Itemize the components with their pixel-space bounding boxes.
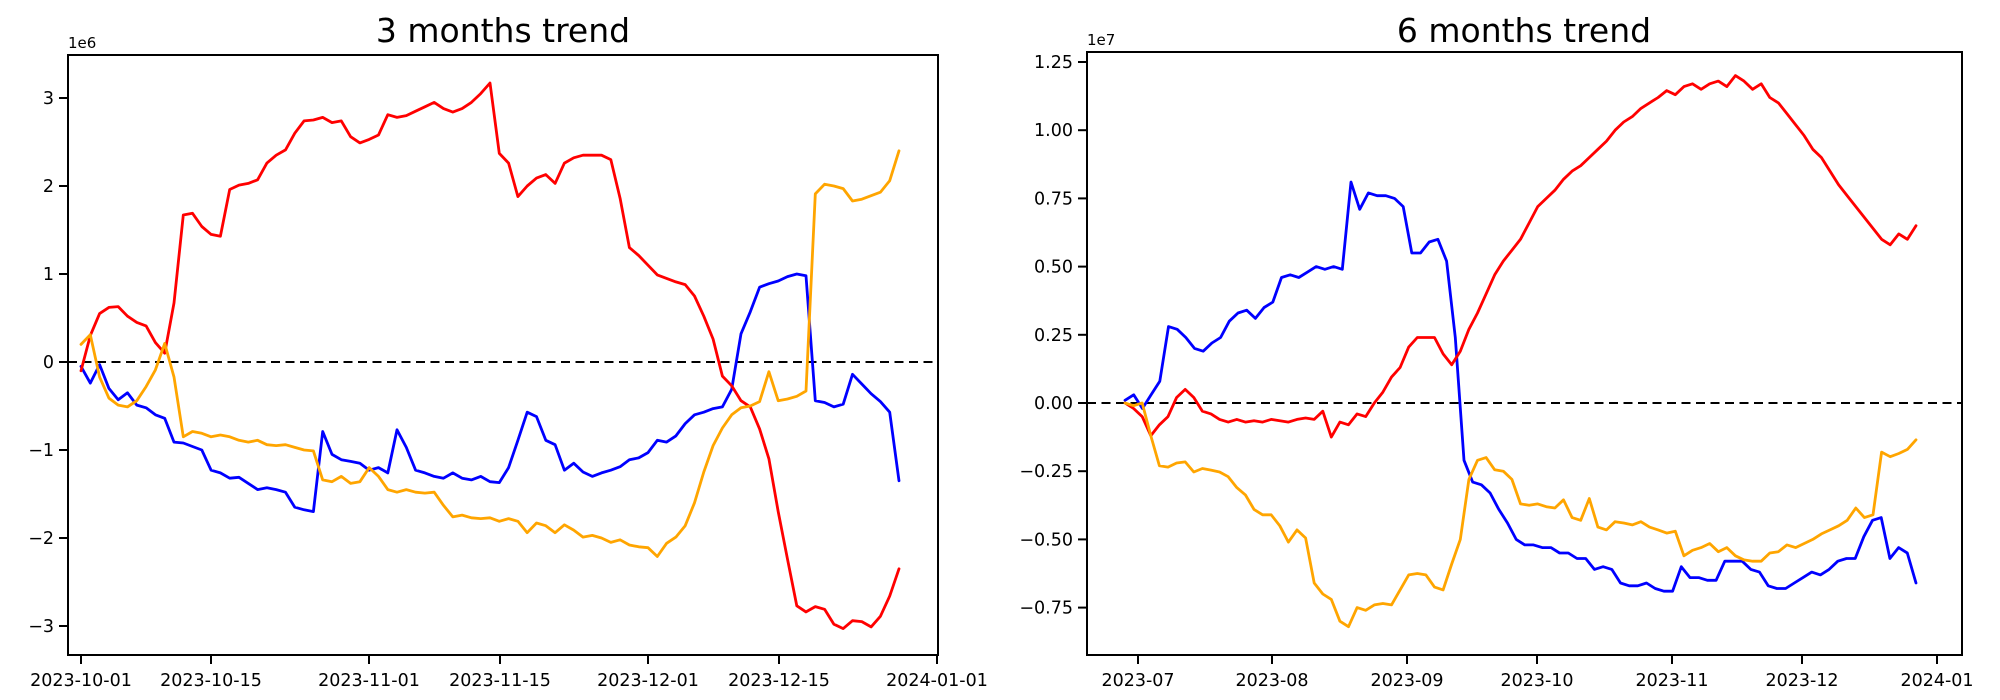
right-chart-y-tick-label: −0.50: [1019, 530, 1073, 550]
left-chart-x-tick-label: 2023-11-15: [449, 671, 551, 691]
right-chart-y-tick-label: 1.00: [1034, 121, 1073, 141]
left-chart-y-tick-label: 2: [43, 177, 54, 197]
right-chart-x-tick-label: 2023-07: [1101, 671, 1174, 691]
right-chart-spines: [1086, 51, 1963, 656]
left-chart-orange-line: [79, 149, 901, 558]
left-chart-x-tick-label: 2023-12-01: [597, 671, 699, 691]
left-chart-red-line: [79, 81, 901, 630]
right-chart-red-line: [1123, 74, 1918, 439]
left-chart-y-tick-label: −2: [28, 529, 54, 549]
right-chart-y-tick-label: −0.25: [1019, 462, 1073, 482]
left-chart-x-tick-label: 2023-11-01: [318, 671, 420, 691]
left-chart-x-tick-label: 2023-10-15: [160, 671, 262, 691]
right-y-axis-scale-offset: 1e7: [1087, 31, 1115, 49]
left-chart-y-tick-label: 3: [43, 89, 54, 109]
left-chart-title: 3 months trend: [376, 11, 630, 50]
right-chart-y-tick-label: 1.25: [1034, 53, 1073, 73]
left-chart-y-tick-label: −3: [28, 617, 54, 637]
right-chart-title: 6 months trend: [1397, 11, 1651, 50]
right-chart-x-tick-label: 2023-08: [1235, 671, 1308, 691]
left-chart-y-tick-label: −1: [28, 441, 54, 461]
left-chart-spines: [67, 54, 939, 656]
right-chart-y-tick-label: 0.75: [1034, 189, 1073, 209]
right-chart-y-tick-label: 0.00: [1034, 394, 1073, 414]
right-chart-x-tick-label: 2023-12: [1765, 671, 1838, 691]
left-chart-y-tick-label: 0: [43, 353, 54, 373]
right-chart-x-tick-label: 2023-10: [1500, 671, 1573, 691]
right-chart-y-tick-label: −0.75: [1019, 599, 1073, 619]
right-chart-x-tick-label: 2024-01: [1900, 671, 1973, 691]
right-chart: 1.25 1.00 0.75 0.50 0.25 0.00 −0.25 −0.50 −0.75 2…: [1019, 51, 1974, 691]
right-chart-y-tick-label: 0.25: [1034, 326, 1073, 346]
right-chart-x-tick-label: 2023-11: [1635, 671, 1708, 691]
left-chart-x-tick-label: 2024-01-01: [886, 671, 988, 691]
right-chart-x-tick-label: 2023-09: [1370, 671, 1443, 691]
right-chart-y-tick-label: 0.50: [1034, 258, 1073, 278]
right-chart-blue-line: [1123, 180, 1918, 593]
left-chart: 3 2 1 0 −1 −2 −3 2023-10-01 2023-10-15 2023-11-01…: [28, 54, 988, 691]
left-chart-blue-line: [79, 272, 901, 514]
left-chart-y-tick-label: 1: [43, 265, 54, 285]
left-chart-x-tick-label: 2023-10-01: [30, 671, 132, 691]
left-y-axis-scale-offset: 1e6: [68, 34, 96, 52]
left-chart-x-tick-label: 2023-12-15: [728, 671, 830, 691]
right-chart-orange-line: [1123, 401, 1918, 629]
